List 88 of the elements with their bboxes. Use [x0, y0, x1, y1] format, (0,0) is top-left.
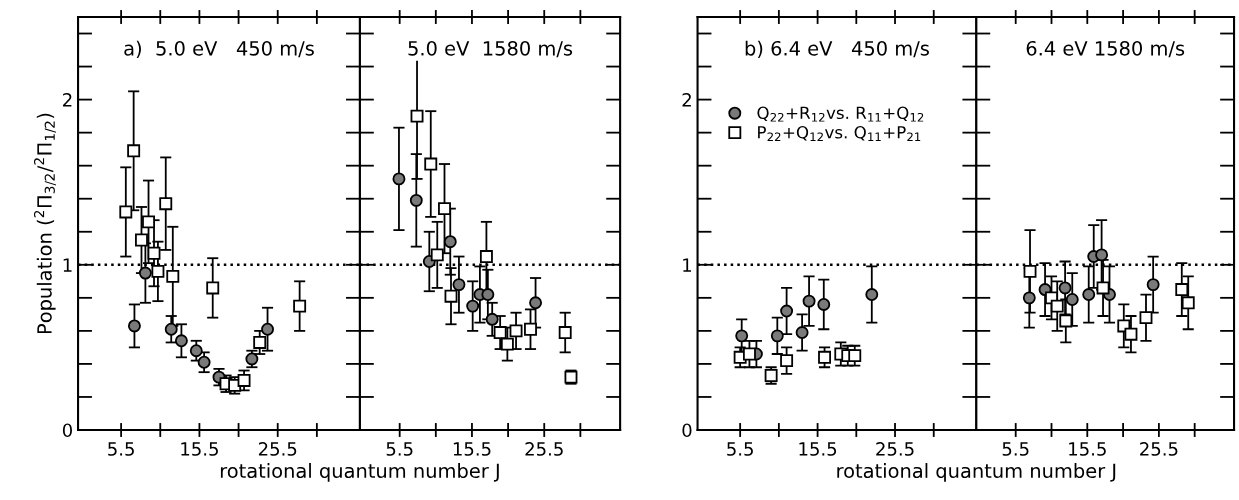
point — [795, 326, 809, 339]
text: 5.0 eV 1580 m/s — [408, 40, 573, 58]
x-tick-label: 25.5 — [876, 442, 914, 456]
point — [197, 355, 211, 369]
point — [253, 335, 267, 349]
x-tick-label: 15.5 — [181, 442, 218, 456]
point — [424, 157, 438, 171]
x-tick-label: 5.5 — [386, 442, 413, 456]
point — [147, 246, 161, 260]
y-tick-label: 1 — [63, 258, 72, 272]
legend-label: P$_{22}$+Q$_{12}$vs. Q$_{11}$+P$_{21}$ — [758, 125, 921, 142]
y-tick-label: 0 — [62, 423, 72, 438]
point — [1065, 293, 1079, 306]
point — [735, 329, 749, 343]
text: b) 6.4 eV 450 m/s — [745, 40, 929, 58]
point — [151, 264, 165, 278]
point — [410, 109, 424, 123]
point — [1146, 278, 1160, 292]
point — [127, 319, 141, 333]
text: a) 5.0 eV 450 m/s — [124, 40, 314, 58]
point — [1050, 299, 1064, 313]
point — [479, 250, 493, 264]
point — [206, 281, 220, 295]
point — [142, 215, 155, 229]
x-tick-label: 15.5 — [799, 442, 837, 456]
text: Population ($^{2}$Π$_{3/2}$/$^{2}$Π$_{1/2}$) — [33, 113, 56, 334]
point — [509, 324, 523, 338]
point — [261, 322, 274, 336]
point — [138, 266, 152, 280]
x-tick-label: 5.5 — [108, 442, 134, 456]
point — [485, 312, 499, 326]
point — [481, 288, 495, 301]
point — [817, 297, 831, 311]
point — [848, 349, 862, 363]
point — [780, 354, 794, 368]
point — [166, 269, 180, 283]
point — [174, 334, 188, 348]
point — [493, 326, 507, 339]
x-axis-title: rotational quantum number J — [220, 463, 499, 482]
point — [558, 326, 572, 339]
point — [1082, 288, 1096, 301]
point — [438, 202, 451, 216]
point — [409, 193, 423, 207]
point — [392, 172, 406, 186]
point — [1095, 248, 1109, 262]
point — [430, 248, 444, 262]
point — [237, 373, 251, 387]
legend-label: Q$_{22}$+R$_{12}$vs. R$_{11}$+Q$_{12}$ — [757, 106, 924, 122]
y-tick-label: 2 — [682, 93, 691, 107]
y-tick-label: 2 — [63, 93, 72, 107]
x-tick-label: 15.5 — [1069, 442, 1106, 456]
point — [742, 347, 756, 361]
x-tick-label: 5.5 — [727, 442, 753, 456]
y-tick-label: 0 — [682, 423, 692, 438]
point — [1023, 264, 1037, 278]
x-tick-label: 25.5 — [525, 442, 563, 456]
point — [818, 350, 832, 364]
text: 6.4 eV 1580 m/s — [1026, 40, 1185, 58]
x-tick-label: 25.5 — [1140, 442, 1178, 456]
point — [452, 278, 466, 292]
point — [802, 294, 816, 308]
point — [466, 299, 480, 313]
point — [127, 144, 141, 158]
point — [135, 233, 148, 247]
point — [1059, 314, 1073, 328]
x-axis-title: rotational quantum number J — [837, 463, 1116, 482]
point — [1124, 327, 1138, 341]
point — [1022, 291, 1036, 305]
point — [1139, 311, 1153, 325]
point — [293, 299, 307, 313]
point — [159, 197, 173, 211]
point — [189, 344, 203, 358]
x-tick-label: 15.5 — [453, 442, 491, 456]
point — [500, 337, 514, 351]
point — [119, 205, 133, 219]
point — [865, 288, 879, 301]
x-tick-label: 25.5 — [258, 442, 297, 456]
point — [780, 304, 794, 318]
point — [524, 322, 537, 336]
point — [443, 235, 457, 249]
point — [1175, 283, 1189, 297]
x-tick-label: 5.5 — [1002, 442, 1029, 456]
y-tick-label: 1 — [683, 258, 692, 272]
point — [1181, 296, 1195, 310]
point — [444, 289, 458, 303]
point — [529, 296, 543, 310]
point — [770, 329, 784, 343]
point — [1058, 281, 1072, 295]
